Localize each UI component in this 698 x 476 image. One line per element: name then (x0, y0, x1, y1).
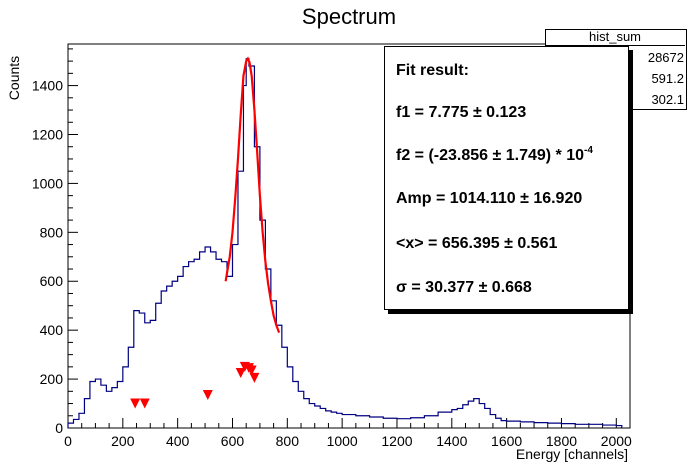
fit-result-box (384, 46, 629, 310)
y-axis-label: Counts (6, 55, 22, 101)
fit-result-title: Fit result: (396, 62, 469, 79)
peak-marker (249, 372, 260, 383)
stats-title: hist_sum (545, 29, 685, 46)
fit-curve (224, 56, 281, 333)
x-tick-label: 1200 (381, 433, 412, 449)
x-tick-label: 1600 (491, 433, 522, 449)
histogram-series (67, 58, 623, 428)
chart-title: Spectrum (301, 4, 397, 29)
y-tick-label: 1200 (32, 126, 63, 142)
y-tick-label: 1400 (32, 78, 63, 94)
x-tick-label: 600 (221, 433, 245, 449)
y-tick-label: 600 (40, 273, 64, 289)
y-tick-label: 200 (40, 371, 64, 387)
stats-mean: 591.2 (651, 71, 684, 86)
fit-f2-exponent: -4 (584, 145, 593, 156)
x-tick-label: 200 (111, 433, 135, 449)
x-tick-label: 1000 (327, 433, 358, 449)
x-axis-label: Energy [channels] (515, 446, 628, 462)
y-tick-label: 0 (55, 420, 63, 436)
y-tick-label: 1000 (32, 175, 63, 191)
peak-marker (246, 365, 257, 376)
fit-f2-text: f2 = (-23.856 ± 1.749) * 10 (396, 147, 585, 164)
peak-marker (235, 367, 246, 378)
x-tick-label: 1400 (436, 433, 467, 449)
fit-mean: <x> = 656.395 ± 0.561 (396, 235, 558, 252)
fit-sigma: σ = 30.377 ± 0.668 (396, 279, 532, 296)
fit-f2: f2 = (-23.856 ± 1.749) * 10-4 (396, 145, 593, 165)
peak-marker (139, 398, 150, 409)
x-tick-label: 2000 (601, 433, 632, 449)
x-tick-label: 800 (276, 433, 300, 449)
stats-stddev: 302.1 (651, 92, 684, 107)
fit-f1: f1 = 7.775 ± 0.123 (396, 104, 527, 121)
peak-marker (202, 389, 213, 400)
peak-marker (130, 398, 141, 409)
x-tick-label: 0 (64, 433, 72, 449)
plot-frame (67, 43, 631, 429)
y-tick-label: 400 (40, 322, 64, 338)
fit-amp: Amp = 1014.110 ± 16.920 (396, 190, 583, 207)
stats-entries: 28672 (647, 50, 684, 65)
x-tick-label: 400 (166, 433, 190, 449)
y-tick-label: 800 (40, 224, 64, 240)
x-tick-label: 1800 (546, 433, 577, 449)
